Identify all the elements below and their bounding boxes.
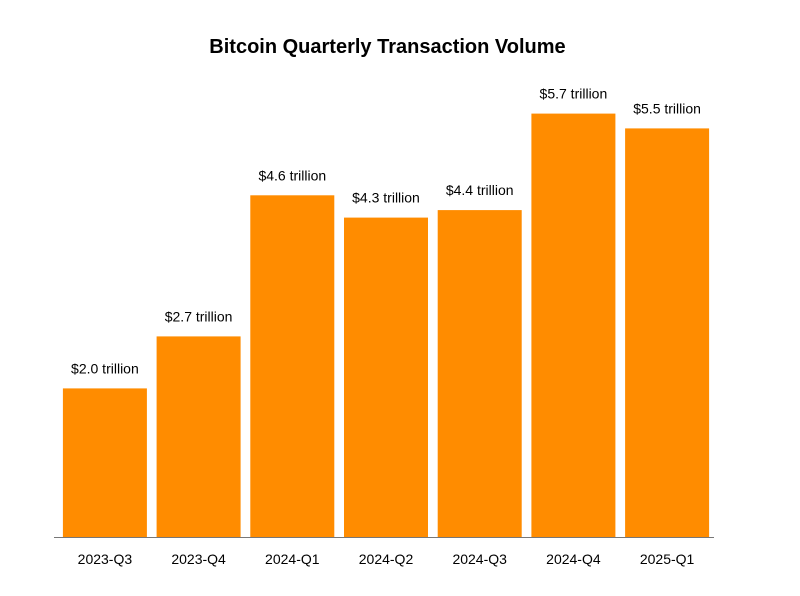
data-label-2025-Q1: $5.5 trillion <box>633 100 701 116</box>
bar-2024-Q1 <box>250 195 335 538</box>
data-label-2024-Q4: $5.7 trillion <box>540 86 608 102</box>
x-tick-label-2024-Q3: 2024-Q3 <box>452 551 507 567</box>
data-label-2024-Q1: $4.6 trillion <box>258 167 326 183</box>
bar-2024-Q3 <box>437 210 522 537</box>
data-label-2023-Q4: $2.7 trillion <box>165 308 233 324</box>
bar-2024-Q2 <box>344 217 428 537</box>
data-label-2023-Q3: $2.0 trillion <box>71 360 139 376</box>
chart-title: Bitcoin Quarterly Transaction Volume <box>209 36 566 58</box>
x-tick-label-2023-Q4: 2023-Q4 <box>171 551 226 567</box>
bar-2023-Q4 <box>156 336 241 537</box>
x-tick-labels-group: 2023-Q3 2023-Q4 2024-Q1 2024-Q2 2024-Q3 2024-… <box>78 551 695 567</box>
data-label-2024-Q3: $4.4 trillion <box>446 182 514 198</box>
data-labels-group: $2.0 trillion $2.7 trillion $4.6 trillion $… <box>71 86 701 377</box>
x-tick-label-2024-Q1: 2024-Q1 <box>265 551 320 567</box>
x-tick-label-2024-Q4: 2024-Q4 <box>546 551 601 567</box>
bar-2025-Q1 <box>625 128 710 537</box>
bars-group <box>62 113 710 538</box>
x-tick-label-2023-Q3: 2023-Q3 <box>78 551 133 567</box>
x-tick-label-2024-Q2: 2024-Q2 <box>359 551 414 567</box>
bar-2024-Q4 <box>531 113 616 537</box>
data-label-2024-Q2: $4.3 trillion <box>352 190 420 206</box>
x-tick-label-2025-Q1: 2025-Q1 <box>640 551 695 567</box>
bar-2023-Q3 <box>62 388 147 537</box>
